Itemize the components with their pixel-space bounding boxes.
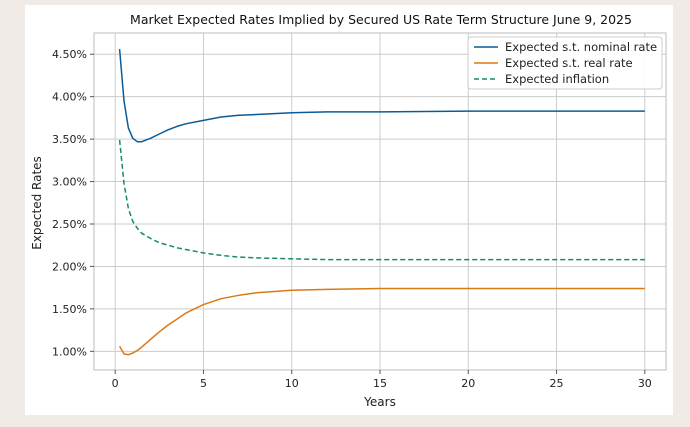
chart-title: Market Expected Rates Implied by Secured… <box>130 12 632 27</box>
series-line <box>118 49 645 143</box>
y-tick-label: 2.50% <box>52 218 87 231</box>
x-tick-label: 5 <box>200 377 207 390</box>
y-tick-label: 3.50% <box>52 133 87 146</box>
legend-label: Expected s.t. real rate <box>505 56 633 70</box>
y-axis-label: Expected Rates <box>30 156 44 250</box>
y-tick-label: 4.00% <box>52 91 87 104</box>
y-tick-label: 3.00% <box>52 176 87 189</box>
x-tick-label: 30 <box>638 377 652 390</box>
legend-label: Expected s.t. nominal rate <box>505 40 657 54</box>
legend-label: Expected inflation <box>505 72 609 86</box>
y-ticks: 1.00% 1.50% 2.00% 2.50% 3.00% 3.50% 4.00% 4.50% <box>52 48 94 358</box>
x-axis-label: Years <box>363 395 396 409</box>
series-line <box>118 287 645 356</box>
legend-box <box>467 36 663 90</box>
x-ticks: 0 5 10 15 20 25 30 <box>112 370 652 390</box>
y-tick-label: 1.00% <box>52 345 87 358</box>
grid <box>94 33 666 370</box>
y-tick-label: 2.00% <box>52 260 87 273</box>
x-tick-label: 15 <box>373 377 387 390</box>
x-tick-label: 25 <box>550 377 564 390</box>
legend: Expected s.t. nominal rate Expected s.t. … <box>467 36 663 90</box>
x-tick-label: 10 <box>285 377 299 390</box>
series-group <box>118 49 645 356</box>
y-tick-label: 1.50% <box>52 303 87 316</box>
y-tick-label: 4.50% <box>52 48 87 61</box>
x-tick-label: 0 <box>112 377 119 390</box>
series-line <box>118 139 645 261</box>
x-tick-label: 20 <box>461 377 475 390</box>
